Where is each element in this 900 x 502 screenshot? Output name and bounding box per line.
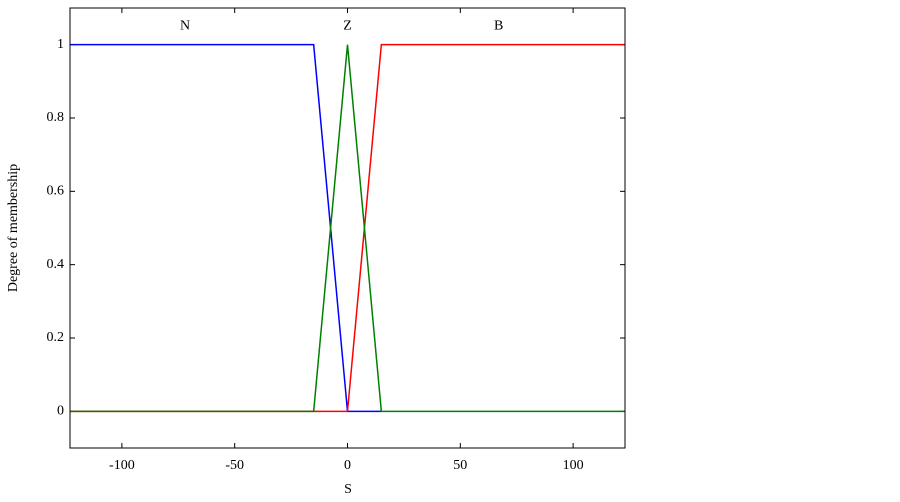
annotation: B bbox=[494, 19, 503, 34]
y-tick-label: 0.6 bbox=[47, 184, 65, 199]
plot-frame bbox=[69, 7, 626, 449]
x-tick-label: 100 bbox=[563, 458, 584, 473]
x-tick-label: -50 bbox=[225, 458, 244, 473]
y-tick-label: 1 bbox=[57, 37, 64, 52]
series-line bbox=[70, 43, 625, 413]
y-tick-label: 0.8 bbox=[47, 110, 65, 125]
annotation: Z bbox=[343, 19, 352, 34]
annotation: N bbox=[180, 19, 190, 34]
y-tick-label: 0.4 bbox=[47, 257, 65, 272]
y-tick-label: 0.2 bbox=[47, 330, 65, 345]
x-axis-label: S bbox=[344, 482, 352, 497]
series-line bbox=[70, 43, 382, 413]
x-tick-label: -100 bbox=[109, 458, 135, 473]
series-line bbox=[70, 44, 625, 413]
y-tick-label: 0 bbox=[57, 404, 64, 419]
x-tick-label: 0 bbox=[344, 458, 351, 473]
x-tick-label: 50 bbox=[453, 458, 467, 473]
y-axis-label: Degree of membership bbox=[6, 164, 21, 292]
